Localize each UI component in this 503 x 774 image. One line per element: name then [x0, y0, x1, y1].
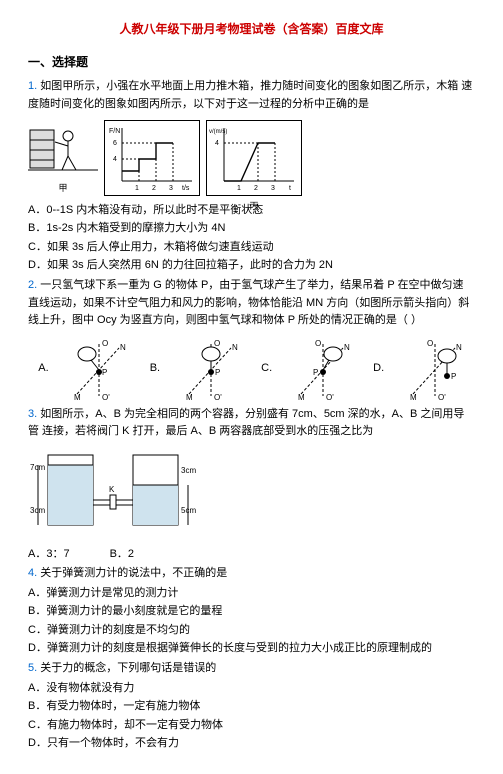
q5-optC: C．有施力物体时，却不一定有受力物体: [28, 717, 475, 735]
svg-text:v/(m/s): v/(m/s): [209, 129, 227, 135]
q1-figures: 甲 F/N t/s 6 4 1 2 3 v/(m/s) t 4: [28, 120, 475, 196]
q5-stem: 5. 关于力的概念，下列哪句话是错误的: [28, 660, 475, 678]
q2-B-label: B.: [150, 360, 160, 378]
svg-text:O': O': [438, 393, 446, 402]
q5-optB: B．有受力物体时，一定有施力物体: [28, 698, 475, 716]
svg-text:O': O': [214, 393, 222, 402]
q2-options-row: A. O N P M O' B. O N P M O' C.: [28, 334, 475, 404]
svg-text:O: O: [102, 339, 108, 348]
svg-text:O': O': [102, 393, 110, 402]
svg-text:t: t: [289, 185, 291, 192]
q2-stem: 2. 一只氢气球下系一重为 G 的物体 P，由于氢气球产生了举力，结果吊着 P …: [28, 277, 475, 330]
q4-optA: A．弹簧测力计是常见的测力计: [28, 585, 475, 603]
svg-text:4: 4: [215, 140, 219, 147]
q4-text: 关于弹簧测力计的说法中，不正确的是: [40, 567, 227, 579]
svg-text:M: M: [186, 393, 193, 402]
q1-text: 如图甲所示，小强在水平地面上用力推木箱，推力随时间变化的图象如图乙所示，木箱 速…: [28, 80, 472, 110]
q1-graph-velocity: v/(m/s) t 4 1 2 3 丙: [206, 120, 302, 196]
svg-text:P: P: [313, 368, 318, 377]
q4-optC: C．弹簧测力计的刻度是不均匀的: [28, 622, 475, 640]
svg-text:O': O': [326, 393, 334, 402]
q1-fig-push: 甲: [28, 120, 98, 196]
svg-text:K: K: [109, 485, 115, 494]
svg-text:M: M: [74, 393, 81, 402]
svg-text:M: M: [298, 393, 305, 402]
svg-text:N: N: [344, 343, 350, 352]
q5-optD: D．只有一个物体时，不会有力: [28, 735, 475, 753]
q3-ansA: A．3：7: [28, 546, 70, 564]
q3-ansB: B．2: [110, 546, 134, 564]
q1-fig3-label: 丙: [209, 199, 299, 213]
svg-text:t/s: t/s: [182, 185, 190, 192]
q1-optB: B．1s-2s 内木箱受到的摩擦力大小为 4N: [28, 220, 475, 238]
q2-text: 一只氢气球下系一重为 G 的物体 P，由于氢气球产生了举力，结果吊着 P 在空中…: [28, 279, 469, 326]
q5-text: 关于力的概念，下列哪句话是错误的: [40, 662, 216, 674]
q1-num: 1.: [28, 80, 37, 92]
q2-figB: O N P M O': [181, 334, 241, 404]
q1-stem: 1. 如图甲所示，小强在水平地面上用力推木箱，推力随时间变化的图象如图乙所示，木…: [28, 78, 475, 113]
q4-stem: 4. 关于弹簧测力计的说法中，不正确的是: [28, 565, 475, 583]
q2-figA: O N P M O': [69, 334, 129, 404]
q3-figure: 7cm 3cm 3cm 5cm K: [28, 445, 475, 542]
q3-stem: 3. 如图所示，A、B 为完全相同的两个容器，分别盛有 7cm、5cm 深的水，…: [28, 406, 475, 441]
doc-title: 人教八年级下册月考物理试卷（含答案）百度文库: [28, 20, 475, 39]
q1-optD: D．如果 3s 后人突然用 6N 的力往回拉箱子，此时的合力为 2N: [28, 257, 475, 275]
svg-text:3: 3: [169, 185, 173, 192]
svg-text:4: 4: [113, 156, 117, 163]
svg-text:3: 3: [271, 185, 275, 192]
q2-num: 2.: [28, 279, 37, 291]
q3-answers: A．3：7 B．2: [28, 546, 475, 564]
svg-text:M: M: [410, 393, 417, 402]
svg-text:P: P: [451, 372, 456, 381]
svg-text:O: O: [427, 339, 433, 348]
svg-text:1: 1: [237, 185, 241, 192]
q2-A-label: A.: [38, 360, 48, 378]
svg-text:N: N: [456, 343, 462, 352]
section-1-heading: 一、选择题: [28, 53, 475, 72]
svg-text:2: 2: [254, 185, 258, 192]
svg-text:3cm: 3cm: [181, 466, 196, 475]
q3-num: 3.: [28, 408, 37, 420]
q1-fig1-label: 甲: [28, 181, 98, 195]
q3-text: 如图所示，A、B 为完全相同的两个容器，分别盛有 7cm、5cm 深的水，A、B…: [28, 408, 464, 438]
q4-optB: B．弹簧测力计的最小刻度就是它的量程: [28, 603, 475, 621]
q2-D-label: D.: [373, 360, 384, 378]
q5-num: 5.: [28, 662, 37, 674]
svg-text:2: 2: [152, 185, 156, 192]
q1-optC: C．如果 3s 后人停止用力，木箱将做匀速直线运动: [28, 239, 475, 257]
svg-text:N: N: [120, 343, 126, 352]
svg-text:O: O: [315, 339, 321, 348]
q5-optA: A．没有物体就没有力: [28, 680, 475, 698]
q2-C-label: C.: [261, 360, 272, 378]
q2-figD: O N P M O': [405, 334, 465, 404]
svg-text:6: 6: [113, 140, 117, 147]
q1-graph-force: F/N t/s 6 4 1 2 3: [104, 120, 200, 196]
svg-text:P: P: [215, 368, 220, 377]
svg-text:5cm: 5cm: [181, 506, 196, 515]
svg-text:P: P: [102, 368, 107, 377]
q4-num: 4.: [28, 567, 37, 579]
q4-optD: D．弹簧测力计的刻度是根据弹簧伸长的长度与受到的拉力大小成正比的原理制成的: [28, 640, 475, 658]
svg-text:1: 1: [135, 185, 139, 192]
q2-figC: O N P M O': [293, 334, 353, 404]
g1-ylabel: F/N: [109, 128, 120, 135]
svg-text:N: N: [232, 343, 238, 352]
svg-text:O: O: [214, 339, 220, 348]
